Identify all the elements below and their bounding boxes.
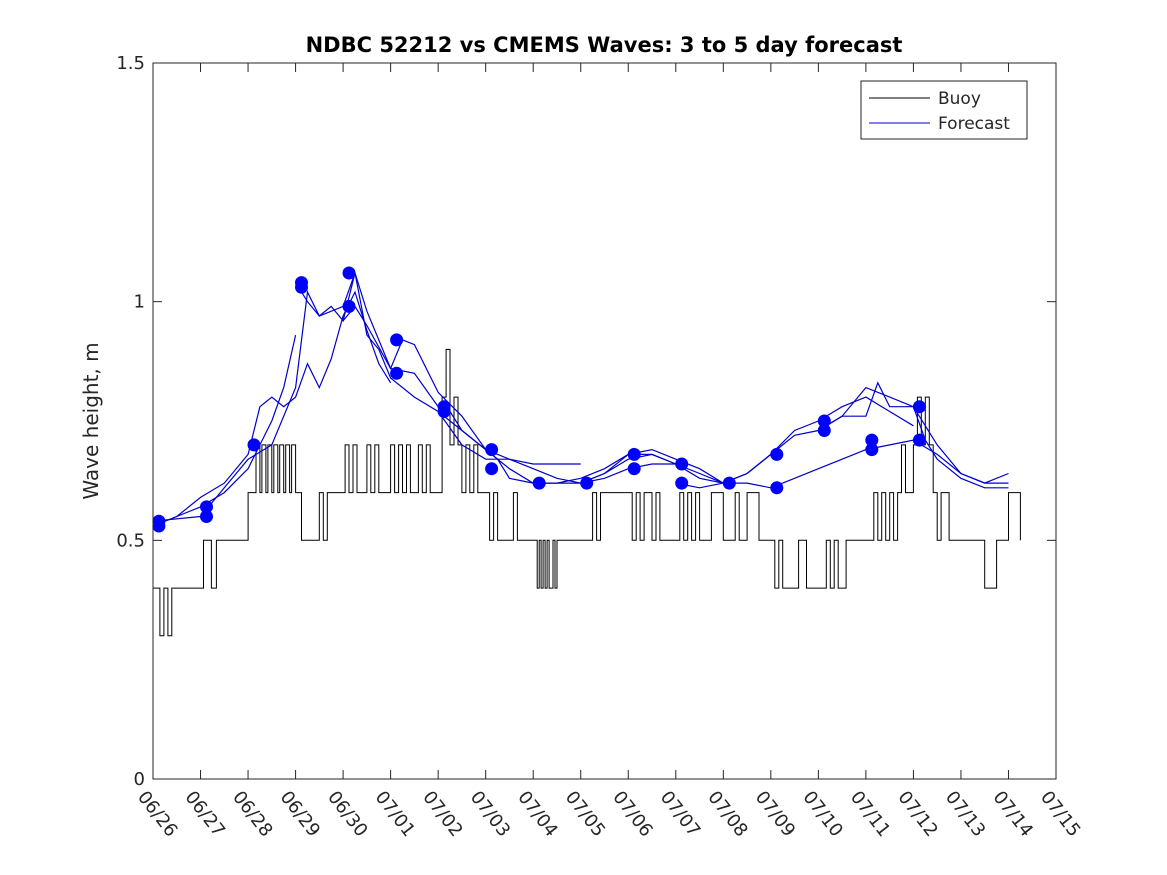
forecast-line-1 bbox=[152, 334, 297, 527]
x-tick-label: 06/27 bbox=[181, 787, 229, 841]
x-tick-label: 07/07 bbox=[656, 787, 704, 841]
forecast-marker bbox=[390, 333, 404, 347]
y-tick-label: 1 bbox=[134, 292, 145, 313]
forecast-marker bbox=[770, 481, 784, 495]
forecast-marker bbox=[485, 462, 499, 476]
forecast-marker bbox=[722, 476, 736, 490]
forecast-marker bbox=[770, 447, 784, 461]
forecast-marker bbox=[295, 280, 308, 294]
x-tick-label: 07/05 bbox=[561, 787, 609, 841]
forecast-marker bbox=[912, 433, 926, 447]
forecast-marker bbox=[817, 424, 831, 437]
forecast-marker bbox=[580, 476, 594, 490]
x-tick-label: 07/12 bbox=[893, 787, 941, 841]
x-tick-label: 07/14 bbox=[989, 787, 1037, 841]
buoy-line bbox=[153, 348, 1021, 637]
forecast-line-2 bbox=[152, 290, 392, 527]
plot-area-frame bbox=[152, 62, 1057, 780]
x-tick-label: 07/06 bbox=[608, 787, 656, 841]
x-tick-label: 06/26 bbox=[133, 787, 181, 841]
x-tick-label: 07/10 bbox=[798, 787, 846, 841]
legend: Buoy Forecast bbox=[860, 80, 1028, 140]
x-tick-label: 07/08 bbox=[703, 787, 751, 841]
forecast-marker bbox=[200, 510, 213, 523]
x-tick-label: 07/01 bbox=[371, 787, 419, 841]
forecast-marker bbox=[865, 433, 879, 447]
forecast-marker bbox=[675, 457, 689, 471]
x-tick-label: 07/11 bbox=[846, 787, 894, 841]
forecast-marker bbox=[342, 299, 356, 313]
x-tick-label: 06/30 bbox=[323, 787, 371, 841]
forecast-marker bbox=[390, 366, 404, 380]
forecast-marker bbox=[817, 414, 831, 428]
y-tick-label: 0.5 bbox=[116, 530, 145, 551]
x-tick-label: 07/02 bbox=[418, 787, 466, 841]
x-tick-label: 07/15 bbox=[1036, 787, 1084, 841]
x-tick-label: 07/09 bbox=[751, 787, 799, 841]
legend-label-buoy: Buoy bbox=[938, 89, 981, 109]
forecast-marker bbox=[342, 266, 356, 280]
forecast-marker bbox=[627, 462, 641, 476]
forecast-line-8 bbox=[675, 386, 1009, 489]
forecast-marker bbox=[200, 500, 213, 514]
legend-label-forecast: Forecast bbox=[938, 114, 1010, 134]
forecast-line-4 bbox=[295, 271, 677, 484]
y-axis-label: Wave height, m bbox=[79, 342, 103, 499]
forecast-marker bbox=[152, 519, 166, 533]
forecast-marker bbox=[675, 476, 689, 490]
x-tick-label: 07/03 bbox=[466, 787, 514, 841]
forecast-marker bbox=[247, 438, 261, 452]
forecast-marker bbox=[532, 476, 546, 490]
y-tick-label: 0 bbox=[134, 769, 145, 790]
forecast-series bbox=[152, 271, 1009, 527]
forecast-markers bbox=[152, 266, 926, 533]
forecast-marker bbox=[627, 447, 641, 461]
x-tick-label: 06/28 bbox=[228, 787, 276, 841]
x-tick-label: 07/13 bbox=[941, 787, 989, 841]
forecast-marker bbox=[437, 405, 451, 418]
chart-title: NDBC 52212 vs CMEMS Waves: 3 to 5 day fo… bbox=[306, 33, 903, 57]
forecast-line-9 bbox=[770, 439, 1009, 489]
forecast-marker bbox=[865, 443, 879, 457]
x-tick-label: 06/29 bbox=[276, 787, 324, 841]
forecast-marker bbox=[485, 443, 499, 457]
y-tick-label: 1.5 bbox=[116, 53, 145, 74]
forecast-line-5 bbox=[342, 305, 724, 484]
forecast-marker bbox=[912, 400, 926, 414]
buoy-series bbox=[153, 348, 1021, 637]
legend-box bbox=[860, 80, 1028, 140]
x-tick-label: 07/04 bbox=[513, 787, 561, 841]
